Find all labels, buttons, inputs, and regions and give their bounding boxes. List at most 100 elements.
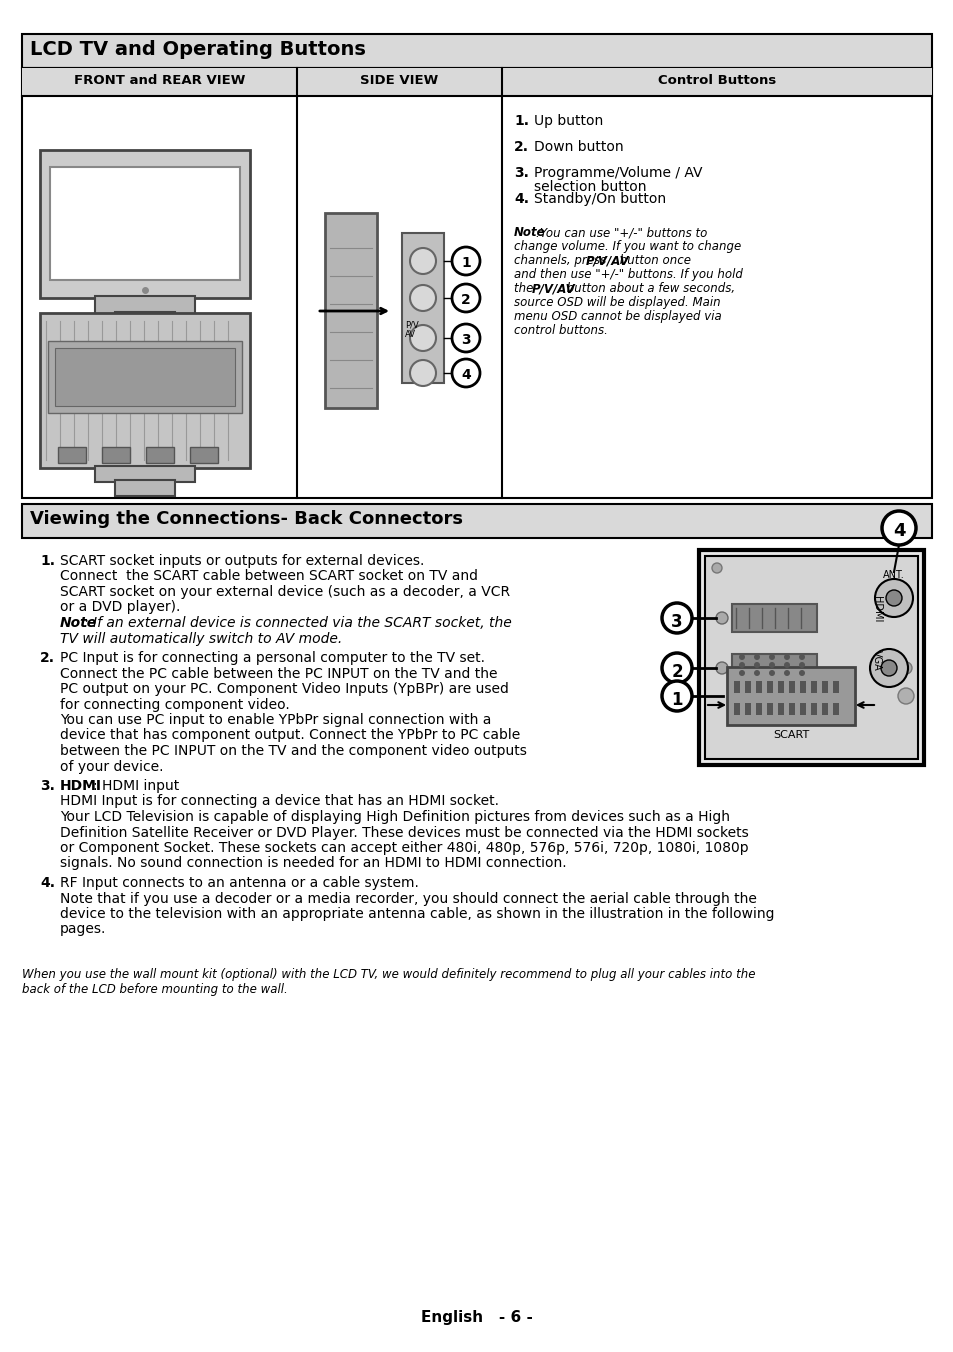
Bar	[146, 448, 173, 462]
Text: 3.: 3.	[514, 166, 528, 180]
Circle shape	[711, 562, 721, 573]
Text: Your LCD Television is capable of displaying High Definition pictures from devic: Your LCD Television is capable of displa…	[60, 810, 729, 823]
Text: Note: Note	[60, 617, 97, 630]
Text: Viewing the Connections- Back Connectors: Viewing the Connections- Back Connectors	[30, 510, 462, 529]
Text: SCART socket inputs or outputs for external devices.: SCART socket inputs or outputs for exter…	[60, 554, 424, 568]
Circle shape	[783, 662, 789, 668]
Circle shape	[753, 671, 760, 676]
Text: button about a few seconds,: button about a few seconds,	[562, 283, 735, 295]
Bar	[821, 681, 827, 694]
Bar	[325, 214, 376, 408]
Bar	[22, 504, 931, 538]
Bar	[755, 681, 761, 694]
Text: FRONT and REAR VIEW: FRONT and REAR VIEW	[73, 74, 245, 87]
Bar	[102, 448, 130, 462]
Text: 3: 3	[460, 333, 471, 347]
Text: and then use "+/-" buttons. If you hold: and then use "+/-" buttons. If you hold	[514, 268, 742, 281]
Circle shape	[410, 324, 436, 352]
Text: Up button: Up button	[534, 114, 602, 128]
Circle shape	[716, 612, 727, 625]
Text: pages.: pages.	[60, 922, 107, 937]
Bar	[115, 312, 174, 329]
Bar	[744, 703, 750, 715]
Bar	[22, 68, 296, 96]
Bar	[788, 681, 794, 694]
Bar	[800, 681, 805, 694]
Text: ANT.: ANT.	[882, 571, 904, 580]
Bar	[22, 34, 931, 68]
Circle shape	[753, 662, 760, 668]
Bar	[55, 347, 234, 406]
Text: AV: AV	[405, 330, 416, 339]
Text: You can use PC input to enable YPbPr signal connection with a: You can use PC input to enable YPbPr sig…	[60, 713, 491, 727]
Circle shape	[783, 654, 789, 660]
Circle shape	[410, 285, 436, 311]
Circle shape	[739, 662, 744, 668]
Text: button once: button once	[616, 254, 690, 266]
Circle shape	[410, 247, 436, 274]
Text: 4.: 4.	[514, 192, 529, 206]
Text: the: the	[514, 283, 537, 295]
Text: back of the LCD before mounting to the wall.: back of the LCD before mounting to the w…	[22, 983, 288, 996]
Bar	[699, 550, 923, 765]
Bar	[766, 681, 772, 694]
Circle shape	[799, 654, 804, 660]
Text: channels, press: channels, press	[514, 254, 609, 266]
Circle shape	[452, 324, 479, 352]
Text: Note: Note	[514, 226, 545, 239]
Circle shape	[739, 654, 744, 660]
Text: selection button: selection button	[534, 180, 646, 193]
Text: VGA: VGA	[871, 650, 882, 671]
Circle shape	[899, 662, 911, 675]
Bar	[832, 703, 838, 715]
Text: P/V: P/V	[405, 320, 418, 329]
Circle shape	[897, 688, 913, 704]
Bar	[778, 703, 783, 715]
Bar	[733, 703, 740, 715]
Bar	[704, 556, 917, 758]
Text: HDMI: HDMI	[60, 779, 102, 794]
Bar	[810, 681, 816, 694]
Text: TV will automatically switch to AV mode.: TV will automatically switch to AV mode.	[60, 631, 342, 645]
Bar	[821, 703, 827, 715]
Bar	[190, 448, 218, 462]
Text: or a DVD player).: or a DVD player).	[60, 600, 180, 615]
Circle shape	[452, 284, 479, 312]
Text: 4: 4	[460, 368, 471, 383]
Text: P/V/AV: P/V/AV	[532, 283, 576, 295]
Text: Control Buttons: Control Buttons	[658, 74, 776, 87]
Bar	[95, 296, 194, 314]
Bar	[50, 168, 240, 280]
Text: of your device.: of your device.	[60, 760, 163, 773]
Circle shape	[753, 654, 760, 660]
Circle shape	[880, 660, 896, 676]
Text: HDMI: HDMI	[871, 596, 882, 622]
Text: 2.: 2.	[40, 652, 55, 665]
Bar	[778, 681, 783, 694]
Text: 4.: 4.	[40, 876, 55, 890]
Text: control buttons.: control buttons.	[514, 324, 607, 337]
Circle shape	[661, 653, 691, 683]
Bar	[731, 604, 816, 631]
Text: English   - 6 -: English - 6 -	[420, 1310, 533, 1325]
Text: 3.: 3.	[40, 779, 55, 794]
Text: between the PC INPUT on the TV and the component video outputs: between the PC INPUT on the TV and the c…	[60, 744, 526, 758]
Circle shape	[799, 662, 804, 668]
Bar	[731, 654, 816, 681]
Text: 2: 2	[671, 662, 682, 681]
Bar	[40, 314, 250, 468]
Text: When you use the wall mount kit (optional) with the LCD TV, we would definitely : When you use the wall mount kit (optiona…	[22, 968, 755, 982]
Bar	[95, 466, 194, 483]
Bar	[832, 681, 838, 694]
Circle shape	[452, 360, 479, 387]
Bar	[810, 703, 816, 715]
Circle shape	[768, 662, 774, 668]
Text: SIDE VIEW: SIDE VIEW	[360, 74, 438, 87]
Bar	[744, 681, 750, 694]
Bar	[58, 448, 86, 462]
Circle shape	[452, 247, 479, 274]
Text: RF Input connects to an antenna or a cable system.: RF Input connects to an antenna or a cab…	[60, 876, 418, 890]
Text: device to the television with an appropriate antenna cable, as shown in the illu: device to the television with an appropr…	[60, 907, 774, 921]
Text: :You can use "+/-" buttons to: :You can use "+/-" buttons to	[536, 226, 706, 239]
Bar	[22, 68, 931, 498]
